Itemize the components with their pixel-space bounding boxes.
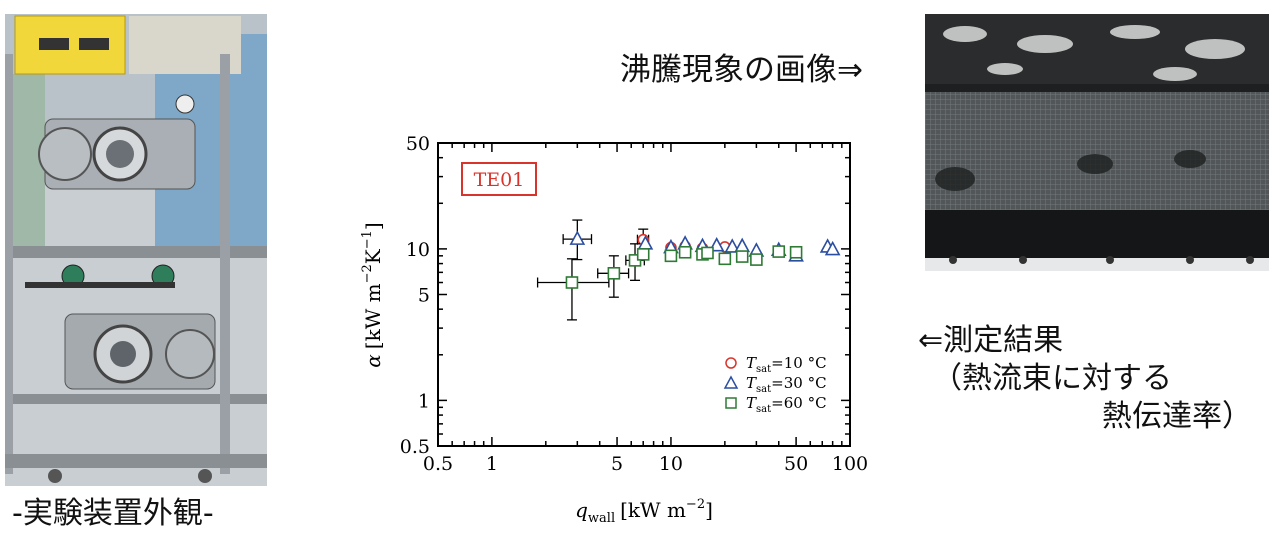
apparatus-photo <box>5 14 267 486</box>
data-point-series-1 <box>569 230 586 245</box>
data-point-series-2 <box>772 245 786 258</box>
data-point-series-2 <box>789 245 803 259</box>
legend-label-30c: Tsat=30 °C <box>746 374 827 395</box>
y-tick-label: 10 <box>406 239 430 261</box>
x-axis-label: qwall [kW m−2] <box>575 497 713 526</box>
y-tick-label: 5 <box>418 285 430 307</box>
boiling-photo <box>925 14 1269 271</box>
result-caption: ⇐測定結果 （熱流束に対する 熱伝達率） <box>918 322 1252 436</box>
data-point-series-1 <box>724 238 741 253</box>
data-point-series-2 <box>636 248 650 261</box>
y-tick-label: 50 <box>406 133 430 155</box>
legend: Tsat=10 °C Tsat=30 °C Tsat=60 °C <box>723 354 827 415</box>
boiling-image-caption: 沸騰現象の画像⇒ <box>620 52 863 88</box>
apparatus-caption: -実験装置外観- <box>12 496 214 531</box>
data-point-series-2 <box>701 246 714 260</box>
data-point-series-2 <box>678 245 692 259</box>
y-tick-label: 0.5 <box>400 436 430 458</box>
data-point-series-2 <box>718 252 732 266</box>
data-point-series-2 <box>565 276 579 289</box>
y-tick-label: 1 <box>418 390 430 412</box>
legend-marker-60c <box>725 397 737 409</box>
result-caption-line2: （熱流束に対する <box>932 361 1172 396</box>
x-tick-label: 5 <box>611 453 623 475</box>
y-axis-label: α[kW m−2K−1] <box>360 222 385 367</box>
heat-transfer-chart: 0.5 1 5 10 50 100 0.5 1 5 10 50 TE01 qwall [kW m−2]… <box>330 120 900 534</box>
result-caption-line3: 熱伝達率） <box>1102 399 1252 434</box>
x-tick-label: 1 <box>486 453 498 475</box>
data-point-series-1 <box>824 240 841 256</box>
result-caption-line1: ⇐測定結果 <box>918 323 1064 358</box>
data-point-series-2 <box>664 249 678 263</box>
data-point-series-1 <box>734 237 751 253</box>
legend-marker-10c <box>725 357 737 369</box>
x-tick-label: 0.5 <box>423 453 453 475</box>
data-point-series-2 <box>735 250 749 263</box>
legend-label-60c: Tsat=60 °C <box>746 394 827 415</box>
legend-label-10c: Tsat=10 °C <box>746 354 827 375</box>
x-tick-label: 50 <box>784 453 808 475</box>
x-tick-label: 10 <box>659 453 683 475</box>
label-box-text: TE01 <box>474 169 525 191</box>
data-point-series-2 <box>750 253 763 266</box>
data-point-series-2 <box>607 267 621 280</box>
legend-marker-30c <box>723 375 739 389</box>
label-box-frame <box>461 162 537 196</box>
x-tick-label: 100 <box>832 453 868 475</box>
